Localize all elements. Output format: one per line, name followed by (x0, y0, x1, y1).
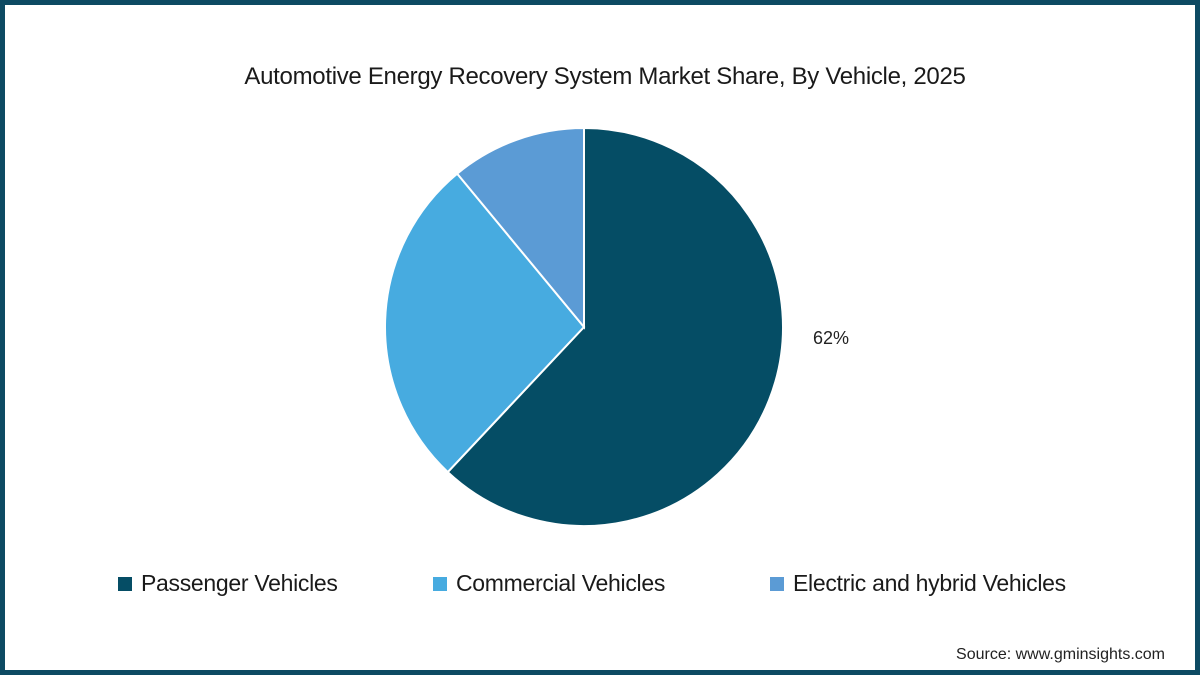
pie-slice-electric-hybrid[interactable] (455, 126, 585, 330)
chart-title: Automotive Energy Recovery System Market… (244, 63, 966, 90)
legend: Passenger Vehicles Commercial Vehicles E… (5, 570, 1200, 602)
legend-label-commercial: Commercial Vehicles (456, 570, 666, 596)
pie-slice-commercial[interactable] (384, 172, 586, 474)
source-note: Source: www.gminsights.com (956, 646, 1165, 663)
legend-swatch-passenger (118, 576, 132, 591)
pie-chart: 62% (384, 126, 849, 527)
legend-label-electric-hybrid: Electric and hybrid Vehicles (793, 570, 1066, 596)
pie-slice-passenger[interactable] (446, 126, 784, 527)
legend-swatch-commercial (433, 576, 447, 591)
legend-item-commercial[interactable]: Commercial Vehicles (433, 570, 665, 597)
legend-swatch-electric-hybrid (770, 576, 784, 591)
legend-item-passenger[interactable]: Passenger Vehicles (118, 570, 338, 597)
legend-item-electric-hybrid[interactable]: Electric and hybrid Vehicles (770, 570, 1066, 597)
pie-slices (384, 126, 784, 527)
legend-label-passenger: Passenger Vehicles (141, 570, 338, 596)
data-label-passenger: 62% (813, 328, 849, 348)
